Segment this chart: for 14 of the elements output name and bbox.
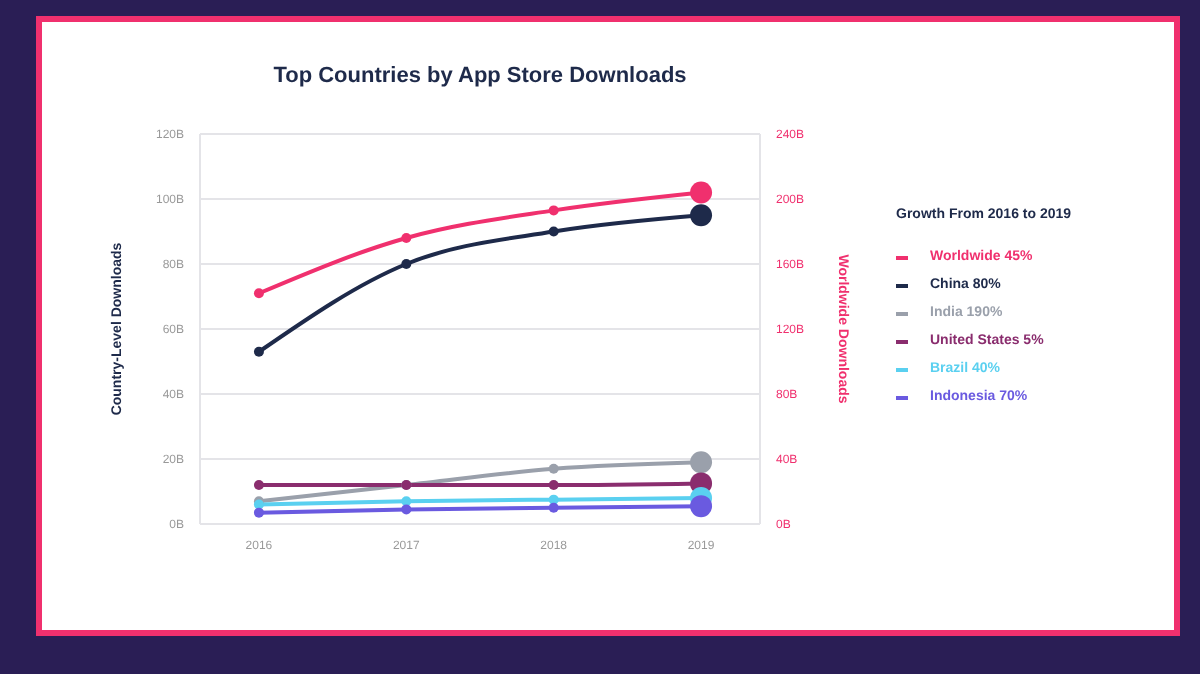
point <box>401 504 412 515</box>
point <box>548 480 559 490</box>
point <box>401 496 412 507</box>
point <box>253 346 264 357</box>
point <box>253 480 264 490</box>
point <box>253 507 264 518</box>
point <box>401 259 412 269</box>
point <box>548 226 559 237</box>
point <box>253 288 264 299</box>
chart-title: Top Countries by App Store Downloads <box>271 64 689 88</box>
point <box>548 205 559 216</box>
point <box>548 502 559 513</box>
point <box>548 463 559 474</box>
point <box>401 233 412 243</box>
